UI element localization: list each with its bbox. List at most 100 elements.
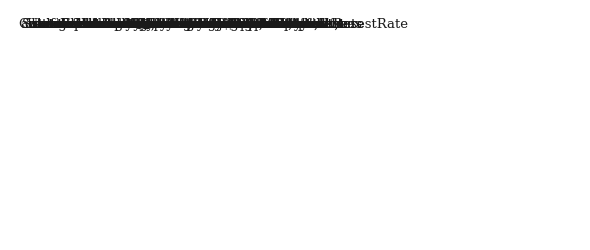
Text: Then: Then bbox=[242, 18, 276, 31]
Text: with: with bbox=[216, 18, 245, 31]
Text: divided: divided bbox=[130, 18, 179, 31]
Text: SavingsAccount,: SavingsAccount, bbox=[208, 18, 319, 31]
Text: on: on bbox=[96, 18, 112, 31]
Text: the: the bbox=[112, 18, 133, 31]
Text: saver1: saver1 bbox=[210, 18, 255, 31]
Text: month's: month's bbox=[292, 18, 345, 31]
Text: 12;: 12; bbox=[134, 18, 155, 31]
Text: data: data bbox=[32, 18, 62, 31]
Text: and: and bbox=[224, 18, 249, 31]
Text: Write: Write bbox=[180, 18, 217, 31]
Text: be: be bbox=[142, 18, 158, 31]
Text: that: that bbox=[162, 18, 189, 31]
Text: balances: balances bbox=[260, 18, 319, 31]
Text: for: for bbox=[306, 18, 325, 31]
Text: Provide: Provide bbox=[150, 18, 201, 31]
Text: of: of bbox=[310, 18, 323, 31]
Text: test: test bbox=[190, 18, 215, 31]
Text: has: has bbox=[94, 18, 117, 31]
Text: SavingsAccount.: SavingsAccount. bbox=[194, 18, 305, 31]
Text: and: and bbox=[252, 18, 277, 31]
Text: percent,: percent, bbox=[284, 18, 339, 31]
Text: savers.: savers. bbox=[58, 18, 106, 31]
Text: two: two bbox=[198, 18, 222, 31]
Text: interest: interest bbox=[116, 18, 168, 31]
Text: should: should bbox=[140, 18, 184, 31]
Text: sets: sets bbox=[164, 18, 191, 31]
Text: static: static bbox=[154, 18, 191, 31]
Text: amount: amount bbox=[86, 18, 137, 31]
Text: the: the bbox=[166, 18, 188, 31]
Text: deposit.: deposit. bbox=[98, 18, 151, 31]
Text: the: the bbox=[268, 18, 290, 31]
Text: savers.: savers. bbox=[314, 18, 361, 31]
Text: rate: rate bbox=[48, 18, 76, 31]
Text: a: a bbox=[182, 18, 190, 31]
Text: balances: balances bbox=[218, 18, 277, 31]
Text: function: function bbox=[104, 18, 159, 31]
Text: to: to bbox=[172, 18, 185, 31]
Text: a: a bbox=[20, 18, 28, 31]
Text: this: this bbox=[136, 18, 160, 31]
Text: monthly: monthly bbox=[248, 18, 302, 31]
Text: balance: balance bbox=[124, 18, 176, 31]
Text: interest: interest bbox=[138, 18, 190, 31]
Text: the: the bbox=[246, 18, 267, 31]
Text: respectively.: respectively. bbox=[228, 18, 312, 31]
Text: objects: objects bbox=[202, 18, 250, 31]
Text: calculates: calculates bbox=[110, 18, 178, 31]
Text: currently: currently bbox=[92, 18, 154, 31]
Text: static: static bbox=[30, 18, 67, 31]
Text: data: data bbox=[76, 18, 106, 31]
Text: savers.: savers. bbox=[270, 18, 317, 31]
Text: for: for bbox=[262, 18, 281, 31]
Text: to: to bbox=[188, 18, 201, 31]
Text: saver: saver bbox=[90, 18, 126, 31]
Text: class.: class. bbox=[24, 18, 61, 31]
Text: the: the bbox=[232, 18, 254, 31]
Text: savingsBalance: savingsBalance bbox=[80, 18, 183, 31]
Text: Then: Then bbox=[272, 18, 306, 31]
Text: to: to bbox=[146, 18, 159, 31]
Text: to: to bbox=[236, 18, 249, 31]
Text: a: a bbox=[28, 18, 36, 31]
Text: of: of bbox=[220, 18, 232, 31]
Text: calculate: calculate bbox=[244, 18, 305, 31]
Text: next: next bbox=[290, 18, 319, 31]
Text: class: class bbox=[206, 18, 239, 31]
Text: of: of bbox=[204, 18, 217, 31]
Text: and: and bbox=[296, 18, 321, 31]
Text: Each: Each bbox=[60, 18, 93, 31]
Text: $3000.00,: $3000.00, bbox=[226, 18, 293, 31]
Text: Provide: Provide bbox=[100, 18, 151, 31]
Text: and: and bbox=[212, 18, 237, 31]
Text: the: the bbox=[122, 18, 143, 31]
Text: balances: balances bbox=[304, 18, 363, 31]
Text: the: the bbox=[276, 18, 297, 31]
Text: a: a bbox=[174, 18, 182, 31]
Text: calculate: calculate bbox=[286, 18, 347, 31]
Text: calculateMonthlyInterest: calculateMonthlyInterest bbox=[106, 18, 276, 31]
Text: the: the bbox=[288, 18, 310, 31]
Text: each: each bbox=[52, 18, 84, 31]
Text: new: new bbox=[258, 18, 286, 31]
Text: Create: Create bbox=[18, 18, 63, 31]
Text: member: member bbox=[34, 18, 89, 31]
Text: modifyInterestRate: modifyInterestRate bbox=[160, 18, 290, 31]
Text: value.: value. bbox=[178, 18, 218, 31]
Text: the: the bbox=[66, 18, 87, 31]
Text: set: set bbox=[274, 18, 294, 31]
Text: by: by bbox=[126, 18, 142, 31]
Text: indicating: indicating bbox=[82, 18, 149, 31]
Text: each: each bbox=[264, 18, 296, 31]
Text: percent.: percent. bbox=[240, 18, 296, 31]
Text: Use: Use bbox=[26, 18, 52, 31]
Text: a: a bbox=[72, 18, 80, 31]
Text: the: the bbox=[312, 18, 333, 31]
Text: SavingsAccount: SavingsAccount bbox=[22, 18, 129, 31]
Text: monthly: monthly bbox=[114, 18, 168, 31]
Text: annualInterestRate: annualInterestRate bbox=[170, 18, 300, 31]
Text: interest: interest bbox=[46, 18, 98, 31]
Text: print: print bbox=[298, 18, 330, 31]
Text: $2000.00: $2000.00 bbox=[222, 18, 285, 31]
